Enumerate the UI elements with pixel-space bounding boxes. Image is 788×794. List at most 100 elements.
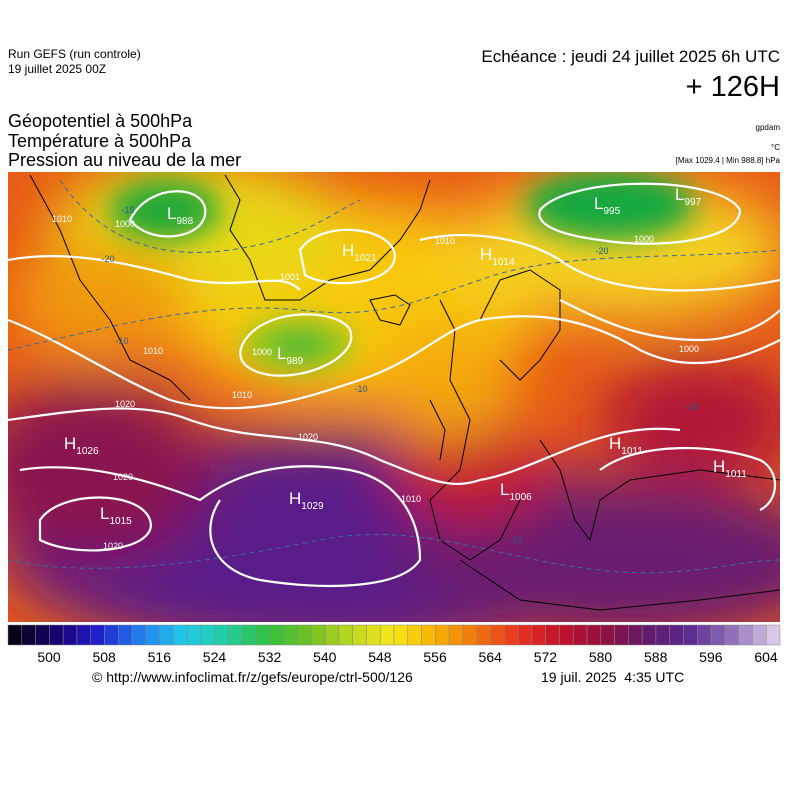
center-letter: L (167, 204, 176, 223)
center-letter: H (289, 489, 301, 508)
colorbar-swatch (655, 624, 670, 646)
source-url: © http://www.infoclimat.fr/z/gefs/europe… (92, 669, 413, 685)
pressure-center: L988 (167, 204, 194, 227)
colorbar-swatch (669, 624, 684, 646)
isotherm-label: -15 (121, 205, 134, 215)
center-letter: L (277, 344, 286, 363)
center-value: 1006 (509, 492, 532, 503)
colorbar-tick-label: 588 (644, 649, 668, 665)
isobars (8, 182, 780, 588)
unit-pressure: [Max 1029.4 | Min 988.8] hPa (676, 156, 781, 165)
pressure-center: L995 (594, 194, 621, 217)
isotherm-label: -20 (101, 254, 114, 264)
colorbar-swatch (62, 624, 78, 646)
colorbar-swatch (7, 624, 23, 646)
colorbar-tick-label: 532 (258, 649, 282, 665)
center-value: 1011 (725, 469, 747, 480)
isobar-label: 1000 (634, 234, 654, 244)
colorbar-swatch (90, 624, 105, 646)
pressure-center: H1011 (713, 457, 747, 480)
colorbar-swatch (600, 624, 615, 646)
colorbar-swatch (545, 624, 560, 646)
coastlines (29, 174, 780, 611)
colorbar-swatch (352, 624, 367, 646)
colorbar-swatch (559, 624, 574, 646)
colorbar-swatch (379, 624, 395, 646)
colorbar-swatch (586, 624, 602, 646)
unit-temperature: °C (771, 143, 780, 152)
colorbar-swatch (517, 624, 533, 646)
colorbar-swatch (628, 624, 643, 646)
colorbar-swatch (490, 624, 505, 646)
center-value: 1015 (109, 516, 132, 527)
colorbar-swatch (393, 624, 409, 646)
colorbar-swatch (269, 624, 284, 646)
center-letter: H (64, 434, 76, 453)
isotherm-label: -10 (685, 402, 698, 412)
isobar-label: 1010 (143, 346, 163, 356)
colorbar-swatch (242, 624, 257, 646)
center-letter: H (713, 457, 725, 476)
title-temperature: Température à 500hPa (8, 131, 192, 151)
isotherm-label: -10 (354, 384, 367, 394)
lead-time: + 126H (686, 71, 780, 103)
colorbar-swatch (35, 624, 50, 646)
colorbar-swatch (255, 624, 271, 646)
center-letter: L (100, 504, 109, 523)
center-value: 988 (176, 216, 193, 227)
colorbar: 500 508 516 524 532 540 548 556 564 572 580 588 596 6… (7, 624, 781, 665)
run-date: 19 juillet 2025 00Z (8, 62, 106, 76)
colorbar-swatch (710, 624, 726, 646)
colorbar-tick-label: 540 (313, 649, 337, 665)
colorbar-swatch (366, 624, 381, 646)
isobar-label: 1000 (679, 344, 699, 354)
colorbar-swatch (214, 624, 229, 646)
colorbar-swatch (118, 624, 133, 646)
isobar-label: 1000 (252, 347, 272, 357)
pressure-center: H1014 (480, 245, 515, 268)
colorbar-swatch (697, 624, 712, 646)
colorbar-tick-label: 580 (589, 649, 613, 665)
colorbar-swatch (311, 624, 326, 646)
colorbar-swatch (324, 624, 340, 646)
colorbar-tick-label: 508 (92, 649, 116, 665)
colorbar-tick-label: 516 (148, 649, 172, 665)
isobar-label: 1020 (115, 399, 135, 409)
pressure-center: H1029 (289, 489, 324, 512)
center-value: 1011 (621, 446, 643, 457)
colorbar-swatch (49, 624, 64, 646)
colorbar-swatch (572, 624, 588, 646)
colorbar-tick-label: 596 (699, 649, 723, 665)
pressure-center: H1026 (64, 434, 99, 457)
isobar-label: 1020 (113, 472, 133, 482)
colorbar-swatch (448, 624, 464, 646)
center-value: 1014 (492, 257, 515, 268)
isotherm-label: -10 (115, 336, 128, 346)
center-letter: L (594, 194, 603, 213)
colorbar-swatch (104, 624, 119, 646)
run-label: Run GEFS (run controle) (8, 47, 141, 61)
isotherms (8, 179, 780, 574)
colorbar-swatch (752, 624, 767, 646)
isotherm-label: -20 (595, 246, 608, 256)
isobar-label: 1010 (52, 214, 72, 224)
isobar-label: 1010 (401, 494, 421, 504)
colorbar-tick-label: 524 (203, 649, 227, 665)
pressure-center: H1021 (342, 241, 377, 264)
colorbar-tick-label: 548 (368, 649, 392, 665)
colorbar-swatch (421, 624, 436, 646)
center-value: 995 (603, 206, 620, 217)
colorbar-swatch (131, 624, 147, 646)
center-value: 1029 (301, 501, 324, 512)
isobar-label: 1020 (103, 541, 123, 551)
isotherm-label: -10 (509, 535, 522, 545)
pressure-center: L1006 (500, 480, 532, 503)
colorbar-swatch (186, 624, 202, 646)
colorbar-swatch (173, 624, 188, 646)
colorbar-swatch (724, 624, 739, 646)
isobar-label: 1001 (280, 272, 300, 282)
unit-geopotential: gpdam (756, 123, 781, 132)
colorbar-swatch (683, 624, 698, 646)
